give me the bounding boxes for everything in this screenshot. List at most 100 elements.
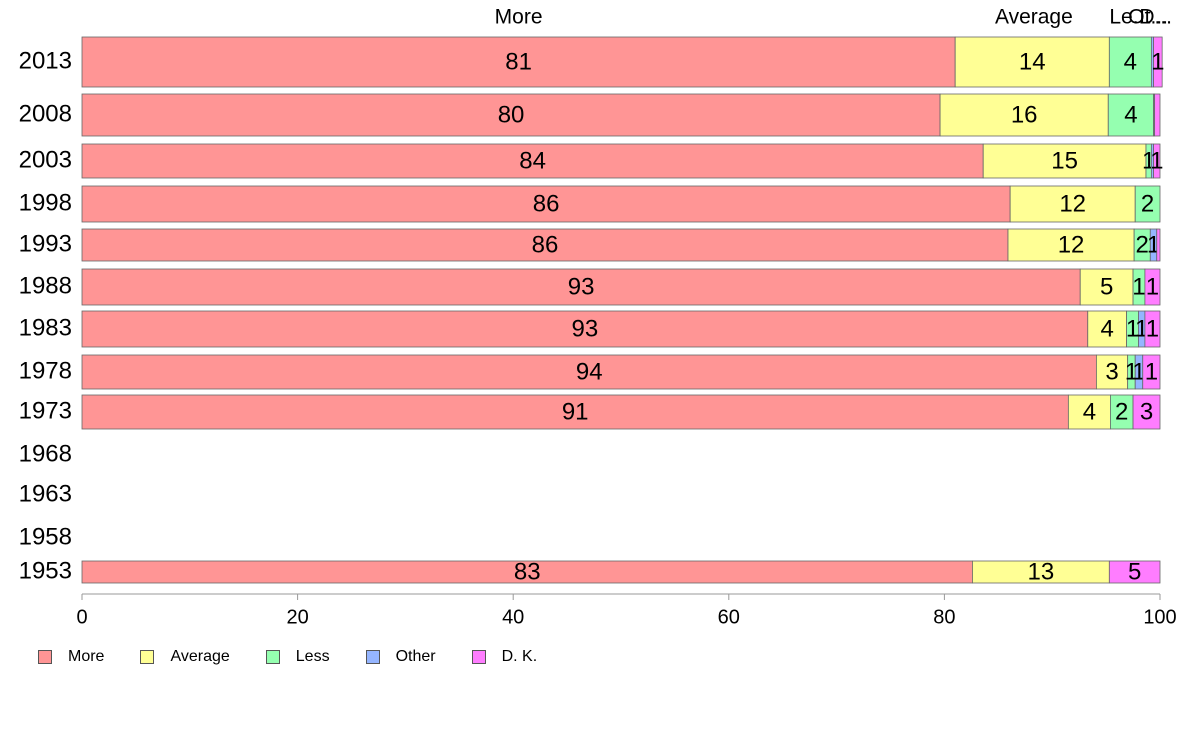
bar-segment <box>1108 560 1161 584</box>
data-label: 5 <box>1100 273 1113 300</box>
data-label: 1 <box>1150 147 1163 174</box>
x-tick-label: 40 <box>502 606 524 628</box>
y-tick-label: 1973 <box>19 397 72 424</box>
bar-segment <box>1007 228 1135 262</box>
bar-segment <box>81 268 1081 306</box>
legend-item: D. K. <box>471 648 538 666</box>
bar-segment <box>81 228 1009 262</box>
bar-segment <box>81 185 1011 223</box>
y-tick-label: 2003 <box>19 146 72 173</box>
data-label: 15 <box>1051 147 1078 174</box>
data-label: 1 <box>1126 315 1139 342</box>
chart-legend: More Average Less Other D. K. <box>38 648 573 666</box>
y-tick-label: 1993 <box>19 230 72 257</box>
data-label: 80 <box>498 101 525 128</box>
data-label: 1 <box>1146 273 1159 300</box>
bar-segment <box>81 310 1089 348</box>
bar-segment <box>81 93 941 137</box>
top-column-label: Le... <box>1109 6 1150 29</box>
data-label: 86 <box>532 231 559 258</box>
data-label: 5 <box>1128 558 1141 585</box>
data-label: 1 <box>1146 315 1159 342</box>
data-label: 4 <box>1100 315 1113 342</box>
data-label: 3 <box>1140 398 1153 425</box>
bar-segment <box>1154 93 1161 137</box>
bar-segment <box>1142 354 1161 390</box>
data-label: 1 <box>1132 358 1145 385</box>
x-tick-label: 80 <box>933 606 955 628</box>
y-tick-label: 1958 <box>19 523 72 550</box>
top-column-label: More <box>495 6 543 29</box>
data-label: 2 <box>1141 190 1154 217</box>
data-label: 91 <box>562 398 589 425</box>
legend-label: Average <box>170 648 230 665</box>
data-label: 83 <box>514 558 541 585</box>
legend-label: Less <box>295 648 330 665</box>
x-tick-label: 20 <box>286 606 308 628</box>
data-label: 12 <box>1059 190 1086 217</box>
legend-label: More <box>68 648 105 665</box>
bar-segment <box>1009 185 1136 223</box>
data-label: 2 <box>1115 398 1128 425</box>
bar-segment <box>81 394 1069 430</box>
y-tick-label: 1978 <box>19 357 72 384</box>
legend-label: Other <box>395 648 436 665</box>
top-column-label: Ot... <box>1128 6 1168 29</box>
bar-segment <box>1108 36 1152 88</box>
data-label: 4 <box>1124 48 1137 75</box>
data-label: 84 <box>519 147 546 174</box>
y-tick-label: 1968 <box>19 440 72 467</box>
bar-segment <box>81 354 1097 390</box>
data-label: 16 <box>1011 101 1038 128</box>
legend-label: D. K. <box>501 648 538 665</box>
legend-item: Average <box>140 648 230 666</box>
legend-item: Less <box>265 648 330 666</box>
data-label: 94 <box>576 358 603 385</box>
legend-item: Other <box>365 648 436 666</box>
data-label: 12 <box>1058 231 1085 258</box>
y-tick-label: 2008 <box>19 100 72 127</box>
legend-swatch <box>38 650 52 664</box>
bar-segment <box>1144 310 1161 348</box>
bar-segment <box>1095 354 1129 390</box>
data-label: 81 <box>505 48 532 75</box>
data-label: 4 <box>1083 398 1096 425</box>
top-column-label: Average <box>995 6 1073 29</box>
top-column-label: D... <box>1139 6 1172 29</box>
y-tick-label: 1983 <box>19 314 72 341</box>
bar-segment <box>1079 268 1134 306</box>
data-label: 4 <box>1124 101 1137 128</box>
data-label: 1 <box>1132 273 1145 300</box>
legend-swatch <box>140 650 155 664</box>
legend-swatch <box>265 650 280 664</box>
data-label: 1 <box>1125 358 1138 385</box>
data-label: 2 <box>1136 231 1149 258</box>
data-label: 3 <box>1105 358 1118 385</box>
bar-segment <box>939 93 1109 137</box>
data-label: 86 <box>533 190 560 217</box>
legend-swatch <box>471 650 486 664</box>
data-label: 1 <box>1145 358 1158 385</box>
data-label: 1 <box>1151 48 1164 75</box>
data-label: 93 <box>568 273 595 300</box>
data-label: 14 <box>1019 48 1046 75</box>
data-label: 93 <box>572 315 599 342</box>
y-tick-label: 1953 <box>19 557 72 584</box>
legend-swatch <box>365 650 380 664</box>
bar-segment <box>1156 228 1161 262</box>
y-tick-label: 1988 <box>19 272 72 299</box>
bar-segment <box>1153 143 1161 179</box>
bar-segment <box>982 143 1147 179</box>
y-tick-label: 1998 <box>19 189 72 216</box>
x-tick-label: 60 <box>718 606 740 628</box>
legend-item: More <box>38 648 104 666</box>
bar-segment <box>1067 394 1111 430</box>
bar-segment <box>1153 36 1163 88</box>
bar-segment <box>1144 268 1161 306</box>
bar-segment <box>81 36 956 88</box>
x-tick-label: 0 <box>76 606 87 628</box>
bar-segment <box>1134 185 1161 223</box>
x-tick-label: 100 <box>1143 606 1176 628</box>
y-tick-label: 2013 <box>19 47 72 74</box>
